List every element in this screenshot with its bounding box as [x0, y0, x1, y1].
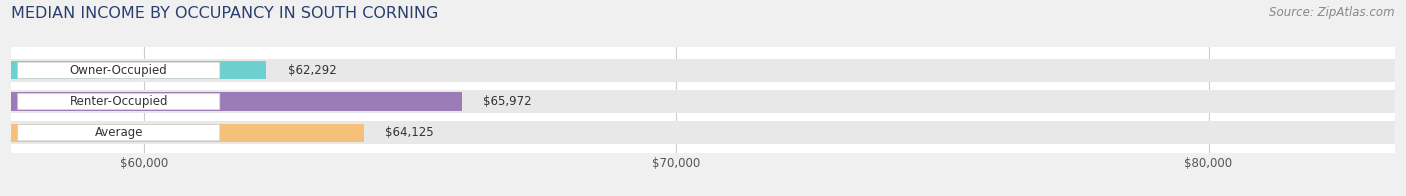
Text: Owner-Occupied: Owner-Occupied — [70, 64, 167, 77]
Text: Source: ZipAtlas.com: Source: ZipAtlas.com — [1270, 6, 1395, 19]
Bar — [11, 61, 266, 79]
Bar — [11, 59, 1395, 82]
Bar — [11, 90, 1395, 113]
FancyBboxPatch shape — [18, 62, 219, 79]
Text: Average: Average — [94, 126, 143, 139]
Bar — [11, 124, 364, 142]
Text: $65,972: $65,972 — [484, 95, 531, 108]
Text: $62,292: $62,292 — [287, 64, 336, 77]
Bar — [11, 93, 463, 111]
Text: $64,125: $64,125 — [385, 126, 433, 139]
Text: MEDIAN INCOME BY OCCUPANCY IN SOUTH CORNING: MEDIAN INCOME BY OCCUPANCY IN SOUTH CORN… — [11, 6, 439, 21]
FancyBboxPatch shape — [18, 124, 219, 141]
Bar — [11, 121, 1395, 144]
Text: Renter-Occupied: Renter-Occupied — [69, 95, 167, 108]
FancyBboxPatch shape — [18, 93, 219, 110]
